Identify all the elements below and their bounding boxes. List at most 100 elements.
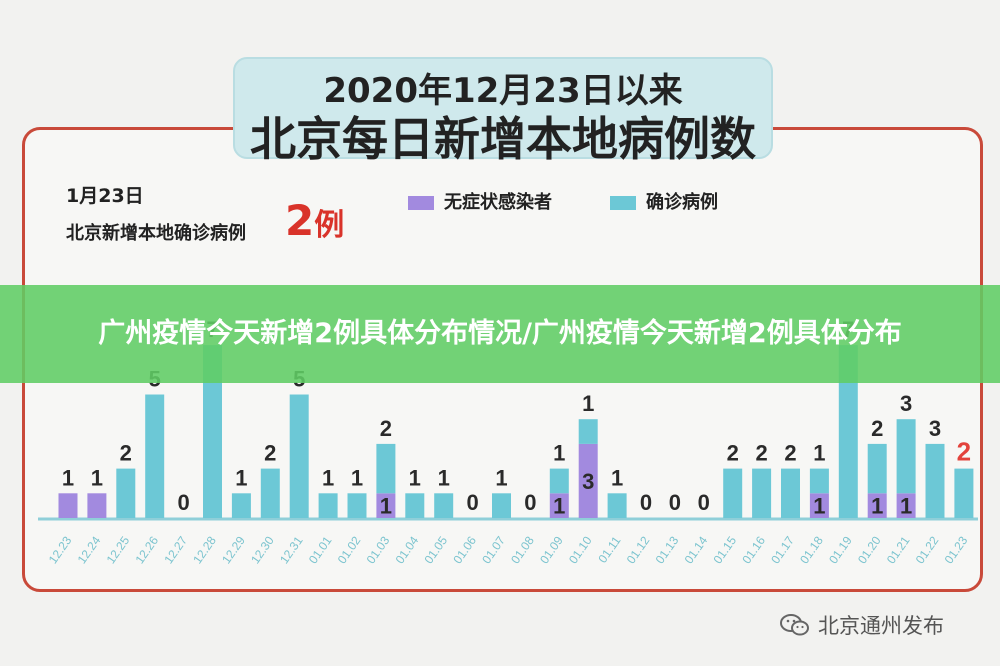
- x-tick-label: 01.16: [739, 533, 768, 566]
- value-label-confirmed: 3: [929, 416, 941, 441]
- x-tick-label: 12.23: [46, 533, 75, 566]
- value-label-confirmed: 2: [957, 437, 971, 467]
- value-label-asymptomatic: 1: [813, 494, 825, 519]
- x-tick-label: 01.01: [306, 533, 335, 566]
- bar-confirmed: [723, 468, 743, 518]
- bar-confirmed: [867, 443, 887, 494]
- x-tick-label: 01.19: [826, 533, 855, 566]
- x-tick-label: 12.26: [132, 533, 161, 566]
- title-line-1: 2020年12月23日以来: [323, 71, 683, 111]
- value-label-confirmed: 1: [322, 465, 334, 490]
- bar-confirmed: [434, 493, 454, 518]
- bar-confirmed: [492, 493, 511, 518]
- bar-asymptomatic: [549, 493, 569, 518]
- value-label-confirmed: 1: [409, 465, 421, 490]
- legend-asymptomatic: 无症状感染者: [408, 188, 552, 214]
- value-label-asymptomatic: 3: [582, 469, 594, 494]
- bar-confirmed: [781, 468, 800, 518]
- bar-confirmed: [376, 443, 396, 494]
- x-tick-label: 01.06: [450, 533, 479, 566]
- value-label: 0: [177, 490, 189, 515]
- x-tick-label: 01.14: [682, 533, 711, 566]
- x-tick-label: 01.22: [913, 533, 942, 566]
- x-tick-label: 01.20: [855, 533, 884, 566]
- value-label-confirmed: 2: [264, 441, 276, 466]
- x-tick-label: 12.31: [277, 533, 306, 566]
- value-label: 0: [698, 490, 710, 515]
- bar-asymptomatic: [578, 443, 598, 518]
- legend-confirmed: 确诊病例: [610, 188, 718, 214]
- value-label-confirmed: 2: [871, 416, 883, 441]
- value-label-confirmed: 2: [380, 416, 392, 441]
- x-tick-label: 01.02: [335, 533, 364, 566]
- value-label-asymptomatic: 1: [900, 494, 912, 519]
- x-tick-label: 01.05: [421, 533, 450, 566]
- bar-asymptomatic: [867, 493, 887, 518]
- value-label-asymptomatic: 1: [62, 465, 74, 490]
- value-label-confirmed: 2: [784, 441, 796, 466]
- x-tick-label: 01.09: [537, 533, 566, 566]
- value-label-asymptomatic: 1: [91, 465, 103, 490]
- summary-number-unit: 例: [314, 208, 345, 243]
- overlay-banner: 广州疫情今天新增2例具体分布情况/广州疫情今天新增2例具体分布: [0, 285, 1000, 383]
- bar-confirmed: [347, 493, 367, 518]
- x-tick-label: 01.08: [508, 533, 537, 566]
- x-tick-label: 12.30: [248, 533, 277, 566]
- bar-asymptomatic: [376, 493, 396, 518]
- bar-confirmed: [289, 394, 309, 518]
- legend-label-asymptomatic: 无症状感染者: [444, 192, 552, 213]
- bar-confirmed: [260, 468, 280, 518]
- value-label-confirmed: 1: [813, 441, 825, 466]
- x-tick-label: 01.10: [566, 533, 595, 566]
- bar-confirmed: [145, 394, 165, 518]
- x-tick-label: 01.21: [884, 533, 913, 566]
- value-label-confirmed: 2: [755, 441, 767, 466]
- value-label-confirmed: 3: [900, 391, 912, 416]
- bar-confirmed: [954, 468, 974, 518]
- bar-confirmed: [896, 419, 916, 494]
- value-label-confirmed: 1: [582, 391, 594, 416]
- value-label-confirmed: 1: [553, 441, 565, 466]
- x-tick-label: 12.28: [190, 533, 219, 566]
- value-label-confirmed: 2: [727, 441, 739, 466]
- x-tick-label: 01.23: [942, 533, 971, 566]
- x-tick-label: 01.17: [768, 533, 797, 566]
- bar-confirmed: [925, 443, 945, 518]
- summary-number: 2例: [285, 196, 344, 245]
- summary-date: 1月23日: [66, 185, 144, 207]
- bar-confirmed: [116, 468, 136, 518]
- value-label-confirmed: 1: [611, 465, 623, 490]
- bar-confirmed: [405, 493, 425, 518]
- value-label-asymptomatic: 1: [380, 494, 392, 519]
- bar-asymptomatic: [896, 493, 916, 518]
- legend-swatch-asymptomatic: [408, 196, 434, 210]
- x-tick-label: 12.24: [75, 533, 104, 566]
- bar-confirmed: [809, 468, 829, 494]
- bar-asymptomatic: [87, 493, 107, 518]
- bar-confirmed: [549, 468, 569, 494]
- value-label-confirmed: 1: [351, 465, 363, 490]
- watermark-text: 北京通州发布: [818, 614, 944, 638]
- value-label-asymptomatic: 1: [553, 494, 565, 519]
- x-tick-label: 01.03: [364, 533, 393, 566]
- legend-swatch-confirmed: [610, 196, 636, 210]
- watermark: 北京通州发布: [780, 610, 944, 640]
- value-label: 0: [524, 490, 536, 515]
- bar-asymptomatic: [809, 493, 829, 518]
- x-tick-label: 01.13: [653, 533, 682, 566]
- title-box: 2020年12月23日以来 北京每日新增本地病例数: [233, 57, 773, 166]
- x-tick-label: 01.07: [479, 533, 508, 566]
- x-tick-label: 12.25: [104, 533, 133, 566]
- value-label-confirmed: 1: [438, 465, 450, 490]
- x-tick-label: 01.18: [797, 533, 826, 566]
- value-label: 0: [466, 490, 478, 515]
- banner-text: 广州疫情今天新增2例具体分布情况/广州疫情今天新增2例具体分布: [98, 318, 902, 349]
- wechat-icon: [780, 614, 809, 636]
- x-tick-label: 01.12: [624, 533, 653, 566]
- bar-confirmed: [318, 493, 338, 518]
- x-tick-label: 12.29: [219, 533, 248, 566]
- bar-asymptomatic: [58, 493, 78, 518]
- summary-number-value: 2: [285, 196, 315, 245]
- bar-confirmed: [578, 419, 598, 444]
